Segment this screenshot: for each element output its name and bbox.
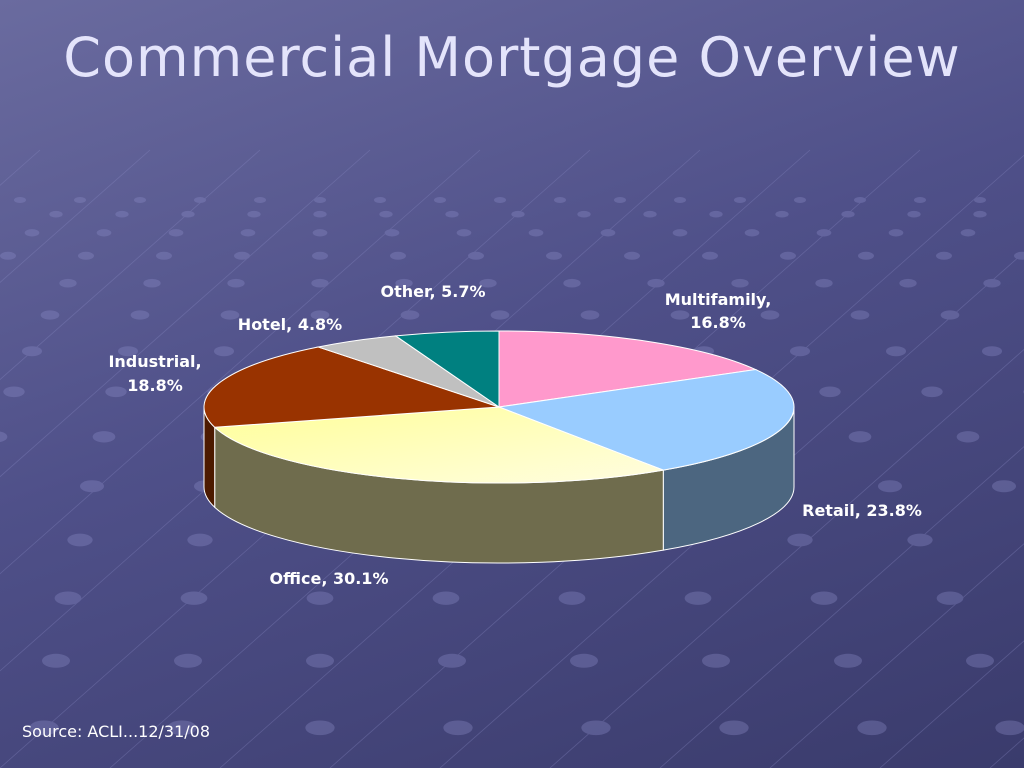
slide-title: Commercial Mortgage Overview xyxy=(63,26,961,89)
slice-label-hotel: Hotel, 4.8% xyxy=(238,315,342,334)
slice-label-office: Office, 30.1% xyxy=(270,569,389,588)
slice-label-industrial-value: 18.8% xyxy=(127,376,183,395)
slice-label-multifamily-value: 16.8% xyxy=(690,313,746,332)
pie-slice-other xyxy=(394,330,500,408)
pie-slice-retail xyxy=(497,369,795,471)
slice-label-industrial: Industrial, xyxy=(108,352,201,371)
slice-label-retail: Retail, 23.8% xyxy=(802,501,922,520)
pie-slice-office xyxy=(213,406,666,484)
pie-slice-industrial xyxy=(203,346,500,428)
slice-label-multifamily: Multifamily, xyxy=(665,290,772,309)
pie-slice-multifamily xyxy=(498,330,758,408)
source-note: Source: ACLI...12/31/08 xyxy=(22,722,211,741)
slice-label-other: Other, 5.7% xyxy=(380,282,485,301)
